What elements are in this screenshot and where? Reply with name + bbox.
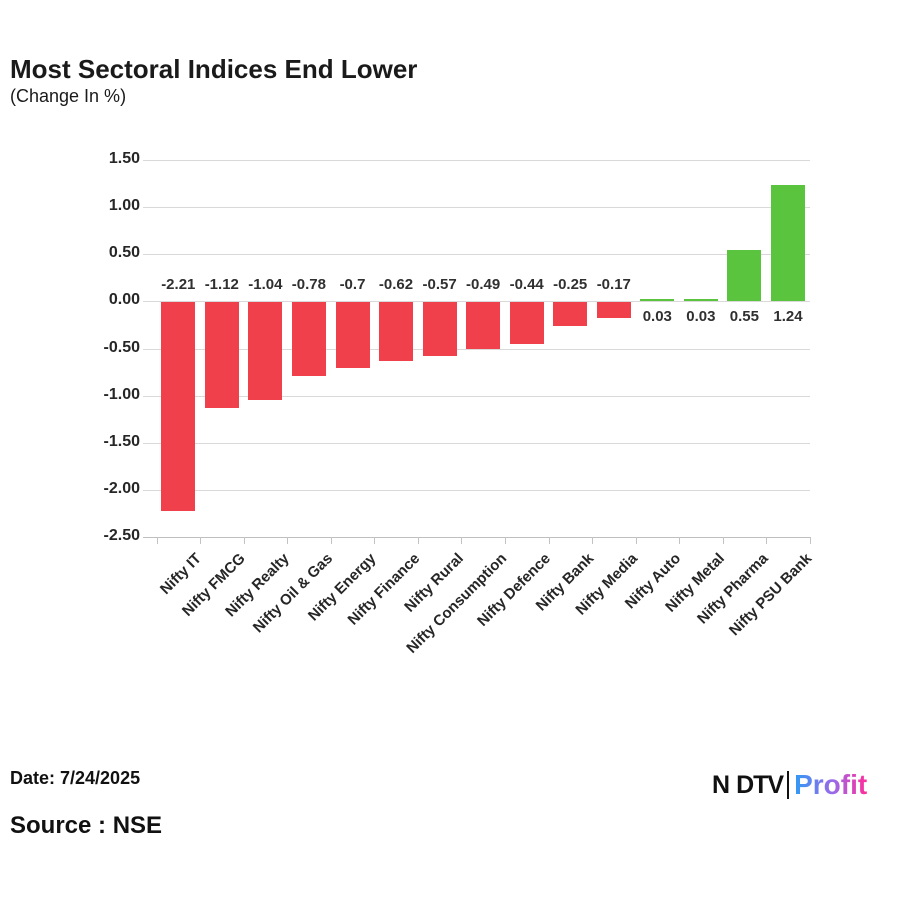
gridline xyxy=(143,442,810,444)
bar-value-label: -0.7 xyxy=(339,276,366,294)
x-axis-tick xyxy=(243,537,245,544)
bar-negative xyxy=(335,302,370,369)
x-axis-tick xyxy=(548,537,550,544)
chart-subtitle: (Change In %) xyxy=(10,86,127,106)
logo-separator-bar xyxy=(787,771,790,799)
y-axis-tick-label: 1.50 xyxy=(108,150,140,167)
y-axis-tick-label: -0.50 xyxy=(103,338,140,356)
bar-value-label: 0.03 xyxy=(642,308,672,326)
x-axis-tick xyxy=(809,537,811,544)
y-axis-tick-label: -1.00 xyxy=(103,385,140,403)
gridline xyxy=(143,207,810,209)
bar-positive xyxy=(771,184,805,302)
x-axis-tick xyxy=(766,537,768,544)
gridline xyxy=(143,301,810,303)
x-axis-tick xyxy=(374,537,376,544)
x-axis-tick xyxy=(287,537,289,544)
bar-value-label: -1.12 xyxy=(204,276,239,294)
y-axis-tick-label: 0.00 xyxy=(108,291,140,309)
x-axis-tick xyxy=(156,537,158,544)
x-axis-tick xyxy=(417,537,419,544)
bar-positive xyxy=(683,298,718,302)
bar-value-label: -0.57 xyxy=(422,276,457,294)
bar-value-label: 1.24 xyxy=(773,308,803,326)
profit-logo-text: Profit xyxy=(794,769,868,800)
x-axis-tick xyxy=(504,537,506,544)
y-axis-tick-label: -2.50 xyxy=(103,527,140,544)
bar-value-label: 0.03 xyxy=(686,308,716,326)
bar-negative xyxy=(204,302,239,408)
bar-negative xyxy=(553,302,588,326)
bar-positive xyxy=(727,249,762,302)
date-label: Date: 7/24/2025 xyxy=(10,768,141,788)
gridline xyxy=(143,160,810,161)
bar-value-label: 0.55 xyxy=(729,308,759,326)
bar-value-label: -1.04 xyxy=(248,276,283,294)
bar-negative xyxy=(422,302,457,357)
x-axis-tick xyxy=(461,537,463,544)
y-axis-tick-label: 1.00 xyxy=(108,197,140,215)
x-axis-tick xyxy=(722,537,724,544)
bar-value-label: -0.25 xyxy=(553,276,588,294)
ndtv-logo-text: N DTV xyxy=(712,770,784,799)
x-axis-line xyxy=(143,537,810,538)
x-axis-tick xyxy=(679,537,681,544)
bar-negative xyxy=(291,302,326,376)
y-axis-tick-label: -2.00 xyxy=(103,479,140,497)
chart-title: Most Sectoral Indices End Lower xyxy=(10,54,418,84)
bar-chart-plot-area: 1.50 1.00 0.50 0.00 -0.50 -1.00 -1.50 -2.00 -2.5… xyxy=(103,150,816,657)
bar-negative xyxy=(248,302,283,401)
x-axis-tick xyxy=(592,537,593,544)
bar-value-label: -0.78 xyxy=(291,276,326,294)
bar-positive xyxy=(640,298,675,302)
bar-value-label: -0.49 xyxy=(465,276,501,294)
y-axis-tick-label: 0.50 xyxy=(108,244,140,262)
x-axis-tick xyxy=(635,537,637,544)
bar-negative xyxy=(596,302,631,319)
gridline xyxy=(143,348,810,350)
gridline xyxy=(143,489,810,491)
bar-negative xyxy=(509,302,544,344)
y-axis-tick-label: -1.50 xyxy=(103,432,140,450)
bar-value-label: -0.17 xyxy=(596,276,631,294)
gridline xyxy=(143,254,810,256)
bar-value-label: -0.62 xyxy=(378,276,414,294)
source-label: Source : NSE xyxy=(10,812,163,839)
bar-negative xyxy=(379,302,413,361)
x-axis-tick xyxy=(200,537,202,544)
x-axis-tick xyxy=(330,537,332,544)
bar-value-label: -2.21 xyxy=(161,276,196,294)
x-axis-category-label: Nifty PSU Bank xyxy=(725,550,816,640)
bar-value-label: -0.44 xyxy=(509,276,544,294)
bar-negative xyxy=(466,302,501,349)
bar-negative xyxy=(161,302,196,511)
ndtv-profit-logo: N DTV Profit xyxy=(712,766,867,804)
gridline xyxy=(143,395,810,397)
